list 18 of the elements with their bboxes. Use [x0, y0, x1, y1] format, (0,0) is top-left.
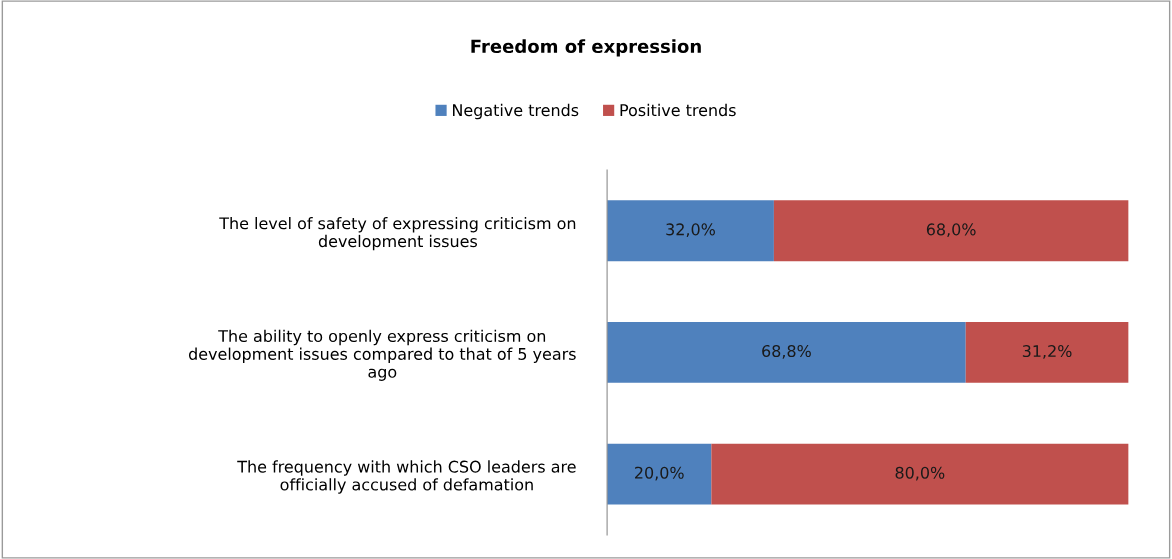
bar	[965, 322, 1129, 383]
bar	[607, 322, 966, 383]
legend-label: Negative trends	[453, 103, 579, 120]
data-label: 80,0%	[895, 466, 945, 481]
legend-label: Positive trends	[620, 103, 736, 117]
bar	[607, 443, 712, 505]
bar	[773, 200, 1129, 262]
y-tick-label: The frequency with which CSO leaders are officially accused of defamation	[237, 460, 576, 494]
data-label: 68,8%	[762, 345, 811, 359]
data-label: 68,0%	[926, 223, 976, 238]
y-tick-label: The ability to openly express criticism on development issues compared to that of 5 years ago	[188, 329, 576, 381]
data-label: 32,0%	[666, 223, 715, 238]
y-tick-label: The level of safety of expressing criticism on development issues	[219, 216, 576, 251]
bar	[607, 200, 774, 262]
chart-title: Freedom of expression	[471, 39, 701, 57]
bar	[711, 443, 1129, 505]
data-label: 31,2%	[1022, 345, 1072, 359]
data-label: 20,0%	[635, 466, 684, 481]
